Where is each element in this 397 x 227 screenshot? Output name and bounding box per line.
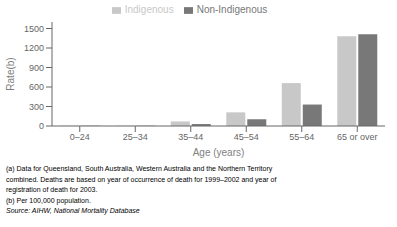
svg-text:Age (years): Age (years): [193, 147, 245, 158]
svg-text:300: 300: [29, 102, 44, 112]
html-text:Non-Indigenous: Non-Indigenous: [196, 4, 268, 15]
html-text:Source: AIHW, National Mortali: Source: AIHW, National Mortality Databas…: [6, 207, 140, 214]
html-text:(b) Per 100,000 population.: (b) Per 100,000 population.: [6, 196, 91, 204]
svg-text:0: 0: [39, 121, 44, 131]
svg-text:900: 900: [29, 63, 44, 73]
html-text:Indigenous: Indigenous: [124, 4, 174, 15]
svg-text:0–24: 0–24: [70, 132, 90, 142]
svg-text:600: 600: [29, 82, 44, 92]
svg-text:1200: 1200: [24, 43, 44, 53]
svg-text:45–54: 45–54: [234, 132, 259, 142]
html-text:(a) Data for Queensland, South: (a) Data for Queensland, South Australia…: [6, 165, 273, 172]
svg-text:65 or over: 65 or over: [337, 132, 378, 142]
svg-text:25–34: 25–34: [123, 132, 148, 142]
html-text:registration of death for 2003: registration of death for 2003.: [6, 186, 98, 193]
svg-text:55–64: 55–64: [289, 132, 314, 142]
svg-text:35–44: 35–44: [178, 132, 203, 142]
svg-text:1500: 1500: [24, 24, 44, 34]
html-text:combined. Deaths are based on: combined. Deaths are based on year of oc…: [6, 175, 277, 183]
svg-text:Rate(b): Rate(b): [8, 57, 16, 90]
